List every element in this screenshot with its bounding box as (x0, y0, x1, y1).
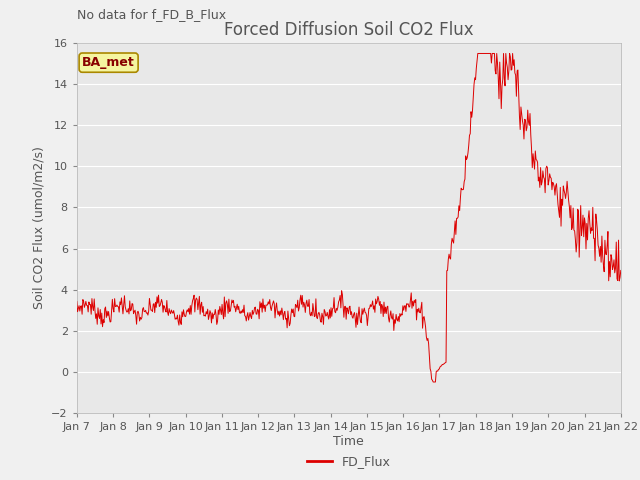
Title: Forced Diffusion Soil CO2 Flux: Forced Diffusion Soil CO2 Flux (224, 21, 474, 39)
Y-axis label: Soil CO2 Flux (umol/m2/s): Soil CO2 Flux (umol/m2/s) (33, 146, 45, 310)
X-axis label: Time: Time (333, 434, 364, 448)
Text: No data for f_FD_B_Flux: No data for f_FD_B_Flux (77, 8, 226, 21)
Text: BA_met: BA_met (82, 56, 135, 69)
Legend: FD_Flux: FD_Flux (302, 450, 396, 473)
